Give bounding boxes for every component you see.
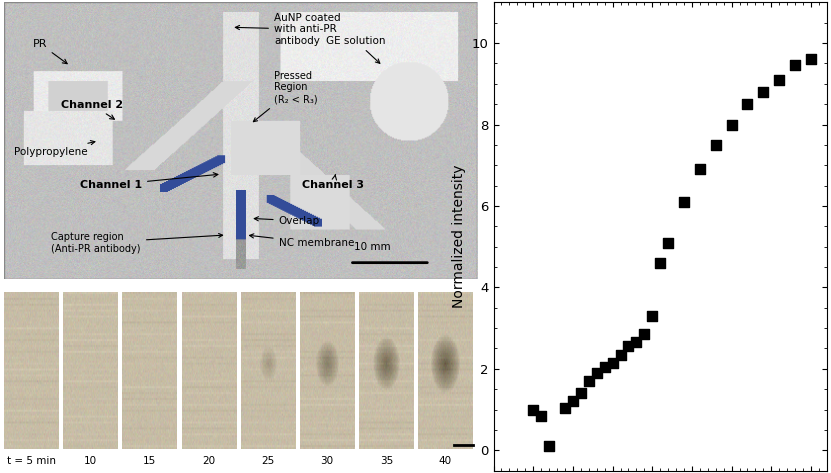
Text: 40: 40 (439, 456, 452, 466)
Text: 35: 35 (380, 456, 393, 466)
Text: GE solution: GE solution (326, 36, 386, 63)
Text: Overlap: Overlap (254, 216, 320, 226)
Text: 20: 20 (202, 456, 215, 466)
Text: 10: 10 (84, 456, 97, 466)
Y-axis label: Normalized intensity: Normalized intensity (452, 165, 466, 308)
Point (661, 239, 675, 246)
Point (741, 100, 755, 108)
Text: 30: 30 (321, 456, 334, 466)
Point (558, 404, 572, 412)
Point (534, 412, 548, 420)
Point (598, 363, 612, 370)
Text: 15: 15 (143, 456, 156, 466)
Point (693, 166, 706, 173)
Point (725, 121, 738, 128)
Text: Capture region
(Anti-PR antibody): Capture region (Anti-PR antibody) (52, 232, 223, 254)
Text: t = 5 min: t = 5 min (7, 456, 56, 466)
Point (583, 377, 596, 385)
Text: 10 mm: 10 mm (354, 242, 391, 252)
Point (773, 76, 786, 84)
Text: 25: 25 (262, 456, 274, 466)
Point (630, 339, 643, 346)
Point (574, 389, 588, 397)
Point (804, 56, 818, 63)
Text: PR: PR (32, 39, 67, 64)
Point (637, 331, 651, 338)
Point (614, 351, 627, 359)
Point (677, 198, 691, 206)
Text: Pressed
Region
(R₂ < R₃): Pressed Region (R₂ < R₃) (253, 71, 317, 122)
Point (566, 398, 579, 405)
Text: Channel 1: Channel 1 (80, 173, 218, 190)
Point (606, 359, 619, 367)
Point (543, 442, 556, 450)
Point (590, 369, 603, 377)
Point (709, 141, 722, 149)
Point (757, 88, 770, 96)
Text: Channel 2: Channel 2 (61, 100, 123, 119)
Point (789, 61, 802, 69)
Text: NC membrane: NC membrane (249, 234, 354, 248)
Text: AuNP coated
with anti-PR
antibody: AuNP coated with anti-PR antibody (235, 13, 341, 46)
Text: Channel 3: Channel 3 (302, 175, 364, 190)
Point (653, 259, 666, 267)
Point (622, 342, 635, 350)
Point (527, 406, 540, 413)
Point (646, 312, 659, 320)
Text: Polypropylene: Polypropylene (13, 140, 95, 157)
